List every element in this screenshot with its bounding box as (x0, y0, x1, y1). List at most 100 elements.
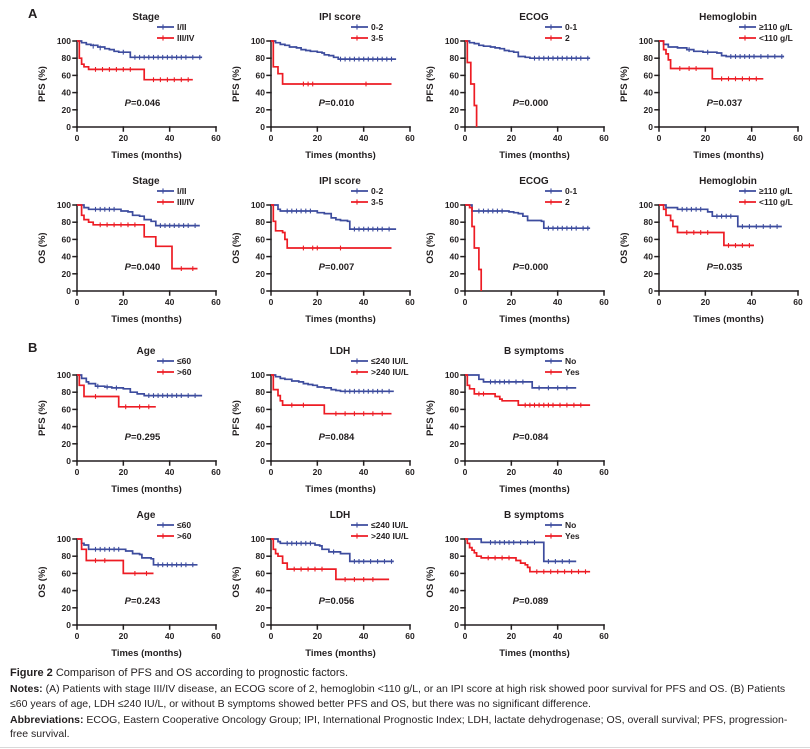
plot-svg-ipi-pfs: IPI score 0-23-5 0 20 40 60 80 100 0 20 40 60 PFS (%… (231, 12, 415, 161)
legend-label: ≤60 (177, 356, 191, 366)
p-value: P=0.089 (513, 596, 549, 607)
plot-title: IPI score (319, 176, 361, 187)
plot-svg-ldh-pfs: LDH ≤240 IU/L>240 IU/L 0 20 40 60 80 100 0 20 40 60… (231, 346, 415, 495)
y-tick-label: 20 (450, 603, 460, 613)
y-axis-label: OS (%) (37, 566, 48, 597)
y-axis-label: OS (%) (37, 232, 48, 263)
y-tick-label: 100 (445, 534, 459, 544)
x-tick-label: 60 (599, 467, 609, 477)
plot-svg-ipi-os: IPI score 0-23-5 0 20 40 60 80 100 0 20 40 60 OS (%)… (231, 176, 415, 325)
x-tick-label: 0 (463, 467, 468, 477)
plot-title: Stage (132, 176, 160, 187)
panel-a-grid: Stage I/II III/IV 0 20 40 60 80 100 0 20 40 60 PFS (%… (33, 8, 809, 331)
y-tick-label: 20 (256, 269, 266, 279)
caption-notes-text: (A) Patients with stage III/IV disease, … (10, 683, 786, 711)
y-tick-label: 0 (66, 620, 71, 630)
y-tick-label: 20 (62, 439, 72, 449)
y-tick-label: 80 (256, 387, 266, 397)
km-curve-blue (271, 538, 394, 563)
y-tick-label: 60 (256, 404, 266, 414)
p-value: P=0.046 (125, 98, 161, 109)
panel-b-label: B (28, 340, 38, 355)
plot-title: ECOG (519, 176, 549, 187)
y-tick-label: 100 (57, 36, 71, 46)
x-tick-label: 40 (553, 631, 563, 641)
y-tick-label: 0 (260, 286, 265, 296)
y-tick-label: 60 (450, 234, 460, 244)
y-tick-label: 80 (256, 217, 266, 227)
legend-label: ≥110 g/L (759, 186, 793, 196)
legend-label: ≤240 IU/L (371, 356, 408, 366)
x-axis-label: Times (months) (305, 648, 376, 659)
x-tick-label: 40 (165, 631, 175, 641)
p-value: P=0.243 (125, 596, 161, 607)
plot-title: IPI score (319, 12, 361, 23)
y-tick-label: 100 (445, 370, 459, 380)
y-tick-label: 60 (644, 70, 654, 80)
y-axis-label: OS (%) (619, 232, 630, 263)
y-tick-label: 40 (256, 252, 266, 262)
p-value: P=0.056 (319, 596, 355, 607)
y-tick-label: 40 (450, 586, 460, 596)
caption-notes-line: Notes: (A) Patients with stage III/IV di… (10, 682, 802, 711)
y-tick-label: 100 (251, 36, 265, 46)
x-axis-label: Times (months) (693, 314, 764, 325)
km-plot-ecog-pfs: ECOG 0-1 2 0 20 40 60 80 100 0 20 40 60 PFS (%) Times … (421, 8, 615, 167)
km-plot-stage-os: Stage I/II III/IV 0 20 40 60 80 100 0 20 40 60 OS (%)… (33, 172, 227, 331)
y-tick-label: 20 (256, 105, 266, 115)
panel-b-grid: Age ≤60 >60 0 20 40 60 80 100 0 20 40 60 PFS (%) Times… (33, 342, 615, 665)
plot-svg-age-pfs: Age ≤60>60 0 20 40 60 80 100 0 20 40 60 PFS (%) Times… (37, 346, 221, 495)
y-tick-label: 0 (260, 456, 265, 466)
km-curve-blue (271, 374, 394, 393)
y-tick-label: 20 (450, 439, 460, 449)
km-curve-red (465, 40, 478, 127)
y-tick-label: 80 (62, 551, 72, 561)
x-tick-label: 0 (269, 631, 274, 641)
y-tick-label: 20 (256, 439, 266, 449)
p-value: P=0.037 (707, 98, 743, 109)
km-curve-blue (77, 204, 200, 227)
x-tick-label: 40 (359, 631, 369, 641)
x-tick-label: 20 (507, 467, 517, 477)
plot-title: Age (137, 510, 156, 521)
x-tick-label: 0 (463, 133, 468, 143)
x-tick-label: 20 (119, 467, 129, 477)
km-curve-blue (465, 538, 577, 563)
legend-label: No (565, 356, 576, 366)
x-tick-label: 0 (657, 133, 662, 143)
x-tick-label: 20 (313, 297, 323, 307)
y-tick-label: 0 (66, 456, 71, 466)
y-tick-label: 40 (644, 252, 654, 262)
km-plot-age-os: Age ≤60 >60 0 20 40 60 80 100 0 20 40 60 OS (%) Times … (33, 506, 227, 665)
y-tick-label: 20 (62, 105, 72, 115)
p-value: P=0.295 (125, 432, 161, 443)
x-tick-label: 20 (119, 297, 129, 307)
legend-label: >60 (177, 367, 192, 377)
x-tick-label: 40 (553, 133, 563, 143)
x-tick-label: 40 (165, 467, 175, 477)
y-tick-label: 40 (256, 586, 266, 596)
x-axis-label: Times (months) (111, 648, 182, 659)
y-tick-label: 60 (256, 568, 266, 578)
x-tick-label: 0 (269, 297, 274, 307)
legend-label: 2 (565, 197, 570, 207)
legend-label: <110 g/L (759, 197, 793, 207)
y-tick-label: 100 (445, 200, 459, 210)
caption-figure-label: Figure 2 (10, 667, 53, 679)
km-plot-ldh-pfs: LDH ≤240 IU/L >240 IU/L 0 20 40 60 80 100 0 20 40 60… (227, 342, 421, 501)
plot-title: Age (137, 346, 156, 357)
km-plot-hemoglobin-pfs: Hemoglobin ≥110 g/L <110 g/L 0 20 40 60 80 100 0 2… (615, 8, 809, 167)
y-tick-label: 20 (450, 105, 460, 115)
x-axis-label: Times (months) (305, 314, 376, 325)
y-tick-label: 80 (644, 217, 654, 227)
x-axis-label: Times (months) (499, 484, 570, 495)
y-tick-label: 40 (256, 88, 266, 98)
x-tick-label: 0 (75, 133, 80, 143)
y-axis-label: PFS (%) (425, 400, 436, 436)
km-curve-red (271, 204, 392, 249)
legend-label: I/II (177, 22, 186, 32)
km-curve-blue (465, 204, 591, 230)
